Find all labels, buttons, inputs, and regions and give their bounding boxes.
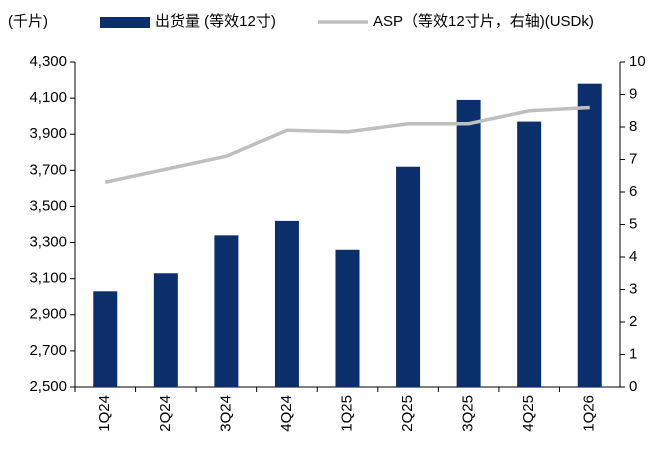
y2-tick-label: 0 (629, 378, 637, 395)
y2-tick-label: 5 (629, 215, 637, 232)
x-tick-label: 1Q26 (581, 395, 598, 432)
legend-label: ASP（等效12寸片，右轴)(USDk) (373, 12, 594, 30)
y-tick-label: 3,300 (29, 234, 67, 251)
bar (153, 273, 178, 387)
y2-tick-label: 7 (629, 150, 637, 167)
y-tick-label: 3,700 (29, 161, 67, 178)
y2-tick-label: 8 (629, 118, 637, 135)
x-tick-label: 3Q25 (460, 395, 477, 432)
y2-tick-label: 3 (629, 280, 637, 297)
unit-label: (千片) (8, 13, 48, 30)
y-tick-label: 3,900 (29, 125, 67, 142)
y2-tick-label: 10 (629, 53, 646, 70)
y-tick-label: 4,100 (29, 89, 67, 106)
bar (456, 99, 481, 388)
y2-tick-label: 2 (629, 313, 637, 330)
y-tick-label: 4,300 (29, 53, 67, 70)
x-tick-label: 2Q24 (157, 395, 174, 432)
bar (577, 83, 602, 388)
line (104, 105, 590, 184)
y-tick-label: 3,100 (29, 270, 67, 287)
bar (93, 291, 118, 387)
bar (396, 166, 421, 387)
legend-swatch (100, 17, 150, 28)
x-tick-label: 1Q24 (96, 395, 113, 432)
bar (274, 220, 299, 387)
bar (214, 235, 239, 387)
y-tick-label: 3,500 (29, 197, 67, 214)
x-tick-label: 2Q25 (399, 395, 416, 432)
bar (517, 121, 542, 387)
y2-tick-label: 9 (629, 85, 637, 102)
x-tick-label: 4Q25 (520, 395, 537, 432)
y-tick-label: 2,500 (29, 378, 67, 395)
x-tick-label: 3Q24 (217, 395, 234, 432)
y-tick-label: 2,700 (29, 342, 67, 359)
bar (335, 249, 360, 387)
y2-tick-label: 1 (629, 345, 637, 362)
x-tick-label: 4Q24 (278, 395, 295, 432)
y2-tick-label: 4 (629, 248, 637, 265)
y-tick-label: 2,900 (29, 306, 67, 323)
y2-tick-label: 6 (629, 183, 637, 200)
legend-label: 出货量 (等效12寸) (155, 12, 276, 30)
x-tick-label: 1Q25 (338, 395, 355, 432)
